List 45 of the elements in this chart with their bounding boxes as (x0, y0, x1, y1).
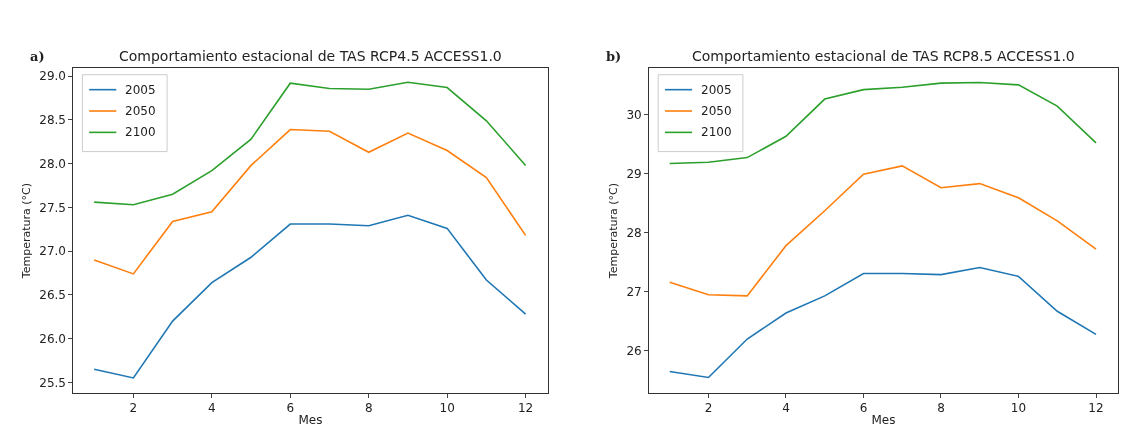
x-tick-label: 10 (1010, 401, 1027, 416)
x-tick-label: 8 (364, 401, 373, 416)
x-tick-label: 2 (704, 401, 713, 416)
line-series (668, 266, 1097, 379)
y-tick-label: 29 (626, 166, 642, 181)
y-tick-label: 25.5 (39, 375, 66, 390)
legend-label: 2005 (701, 83, 732, 97)
legend-label: 2005 (125, 83, 156, 97)
x-axis-title: Mes (298, 413, 323, 427)
legend-label: 2100 (701, 125, 732, 139)
text: b) (606, 49, 622, 64)
y-tick-label: 26.0 (39, 331, 66, 346)
text: a) (30, 49, 45, 64)
x-tick-label: 6 (286, 401, 295, 416)
chart-title: Comportamiento estacional de TAS RCP4.5 ACCESS1.0 (119, 48, 502, 64)
x-tick-label: 12 (1088, 401, 1104, 416)
legend-label: 2050 (701, 104, 732, 118)
y-tick-label: 28.0 (39, 156, 66, 171)
legend-label: 2050 (125, 104, 156, 118)
y-axis-title: Temperatura (°C) (607, 183, 621, 280)
x-tick-label: 8 (937, 401, 945, 416)
y-tick-label: 28.5 (39, 113, 66, 128)
legend-label: 2100 (125, 125, 156, 139)
x-axis-title: Mes (871, 413, 896, 427)
x-tick-label: 6 (859, 401, 868, 416)
y-tick-label: 27.5 (39, 200, 66, 215)
chart-title: Comportamiento estacional de TAS RCP8.5 ACCESS1.0 (692, 48, 1075, 64)
x-tick-label: 2 (129, 401, 138, 416)
y-tick-label: 26.5 (39, 288, 66, 303)
x-tick-label: 4 (208, 401, 216, 416)
x-tick-label: 10 (439, 401, 455, 416)
y-tick-label: 26 (626, 344, 642, 359)
line-series (93, 81, 527, 206)
y-tick-label: 28 (626, 225, 642, 240)
line-series (668, 81, 1097, 165)
line-series (93, 214, 527, 379)
line-series (93, 128, 527, 275)
line-series (668, 165, 1097, 297)
x-tick-label: 12 (517, 401, 534, 416)
y-tick-label: 27 (626, 284, 642, 299)
y-tick-label: 29.0 (39, 69, 66, 84)
x-tick-label: 4 (782, 401, 790, 416)
y-tick-label: 27.0 (39, 244, 66, 259)
y-axis-title: Temperatura (°C) (19, 183, 33, 280)
y-tick-label: 30 (626, 107, 642, 122)
